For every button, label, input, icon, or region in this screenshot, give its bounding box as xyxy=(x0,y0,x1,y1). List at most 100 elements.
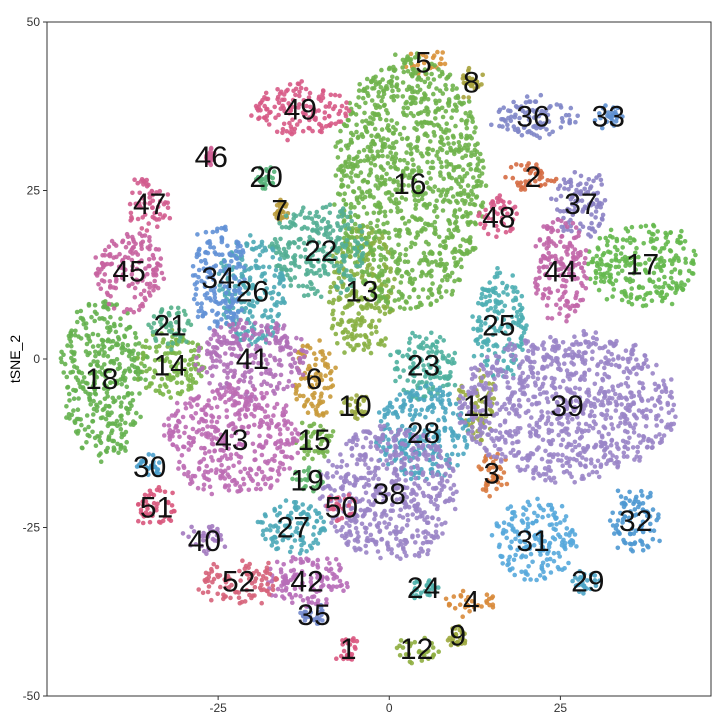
cluster-34-point xyxy=(223,298,228,303)
cluster-38-point xyxy=(364,550,369,555)
cluster-22-point xyxy=(364,240,369,246)
cluster-38-point xyxy=(373,466,379,471)
cluster-17-point xyxy=(593,270,599,276)
cluster-2-point xyxy=(542,182,548,187)
cluster-28-point xyxy=(429,396,434,402)
cluster-18-point xyxy=(132,355,137,361)
cluster-16-point xyxy=(397,305,403,310)
cluster-13-point xyxy=(362,318,367,324)
cluster-34-point xyxy=(190,264,196,269)
cluster-16-point xyxy=(366,172,372,178)
cluster-8-point xyxy=(469,82,475,88)
cluster-12-point xyxy=(406,652,412,657)
cluster-8-point xyxy=(473,78,479,84)
cluster-32-point xyxy=(657,538,662,544)
cluster-16-point xyxy=(347,161,353,166)
cluster-18-point xyxy=(134,410,139,416)
cluster-16-point xyxy=(438,193,444,198)
cluster-38-point xyxy=(349,446,354,452)
cluster-38-point xyxy=(384,513,389,518)
cluster-2-point xyxy=(523,179,528,184)
cluster-16-point xyxy=(439,105,445,111)
cluster-14-point xyxy=(160,392,166,397)
cluster-14-point xyxy=(140,350,146,356)
cluster-16-point xyxy=(434,205,439,211)
cluster-17-point xyxy=(638,224,644,229)
cluster-31-point xyxy=(568,539,573,545)
cluster-22-point xyxy=(346,226,352,231)
cluster-18-point xyxy=(104,449,109,455)
cluster-38-point xyxy=(351,435,357,441)
cluster-16-point xyxy=(410,267,415,273)
cluster-13-point xyxy=(348,333,354,339)
cluster-16-point xyxy=(465,148,470,153)
cluster-16-point xyxy=(343,160,348,166)
cluster-16-point xyxy=(465,251,470,256)
cluster-16-point xyxy=(369,79,374,85)
cluster-7-point xyxy=(278,197,283,203)
cluster-14-point xyxy=(188,367,194,372)
cluster-18-point xyxy=(71,408,76,413)
cluster-18-point xyxy=(67,398,72,403)
cluster-32-point xyxy=(640,548,646,553)
cluster-34-point xyxy=(223,309,229,315)
cluster-31-point xyxy=(526,564,531,569)
cluster-34-point xyxy=(216,301,221,307)
cluster-28-point xyxy=(449,451,455,457)
cluster-38-point xyxy=(424,456,429,462)
cluster-16-point xyxy=(356,134,361,140)
cluster-17-point xyxy=(659,268,664,274)
cluster-16-point xyxy=(390,251,396,256)
cluster-38-point xyxy=(363,462,368,467)
cluster-38-point xyxy=(378,555,383,561)
cluster-16-point xyxy=(466,99,472,104)
cluster-22-point xyxy=(355,240,361,245)
cluster-16-point xyxy=(406,219,412,224)
cluster-17-point xyxy=(663,235,669,240)
cluster-26-point xyxy=(263,308,268,314)
cluster-31-point xyxy=(501,527,507,533)
cluster-16-point xyxy=(370,252,376,258)
cluster-16-point xyxy=(421,226,426,231)
cluster-38-point xyxy=(399,441,405,447)
cluster-26-point xyxy=(267,264,272,270)
cluster-18-point xyxy=(73,429,79,435)
cluster-13-point xyxy=(372,305,378,311)
cluster-26-point xyxy=(247,310,253,315)
cluster-18-point xyxy=(105,354,111,359)
cluster-8-point xyxy=(472,86,478,91)
cluster-16-point xyxy=(426,262,431,267)
cluster-39-point xyxy=(529,402,535,407)
cluster-36-point xyxy=(524,94,530,99)
cluster-16-point xyxy=(415,230,420,235)
cluster-38-point xyxy=(433,529,439,535)
cluster-16-point xyxy=(375,149,381,155)
cluster-16-point xyxy=(379,272,385,278)
cluster-14-point xyxy=(161,337,166,342)
cluster-16-point xyxy=(474,195,479,200)
cluster-2-point xyxy=(534,162,539,167)
cluster-14-point xyxy=(183,372,189,378)
cluster-16-point xyxy=(386,127,392,133)
cluster-17-point xyxy=(629,301,635,307)
cluster-25-point xyxy=(518,336,524,341)
cluster-18-point xyxy=(124,405,129,411)
cluster-31-point xyxy=(497,542,502,548)
cluster-16-point xyxy=(369,149,374,154)
cluster-4-point xyxy=(460,614,466,619)
cluster-16-point xyxy=(464,118,470,123)
cluster-18-point xyxy=(118,446,123,452)
cluster-2-point xyxy=(533,178,538,184)
cluster-25-point xyxy=(495,266,500,271)
cluster-31-point xyxy=(535,496,540,502)
cluster-16-point xyxy=(404,150,409,155)
cluster-22-point xyxy=(357,223,363,229)
cluster-16-point xyxy=(432,219,438,225)
cluster-18-point xyxy=(61,370,66,375)
cluster-5-point xyxy=(421,60,427,66)
cluster-16-point xyxy=(395,205,400,211)
cluster-31-point xyxy=(546,502,551,508)
cluster-37-point xyxy=(558,209,563,214)
cluster-18-point xyxy=(119,417,124,423)
cluster-18-point xyxy=(103,299,108,304)
